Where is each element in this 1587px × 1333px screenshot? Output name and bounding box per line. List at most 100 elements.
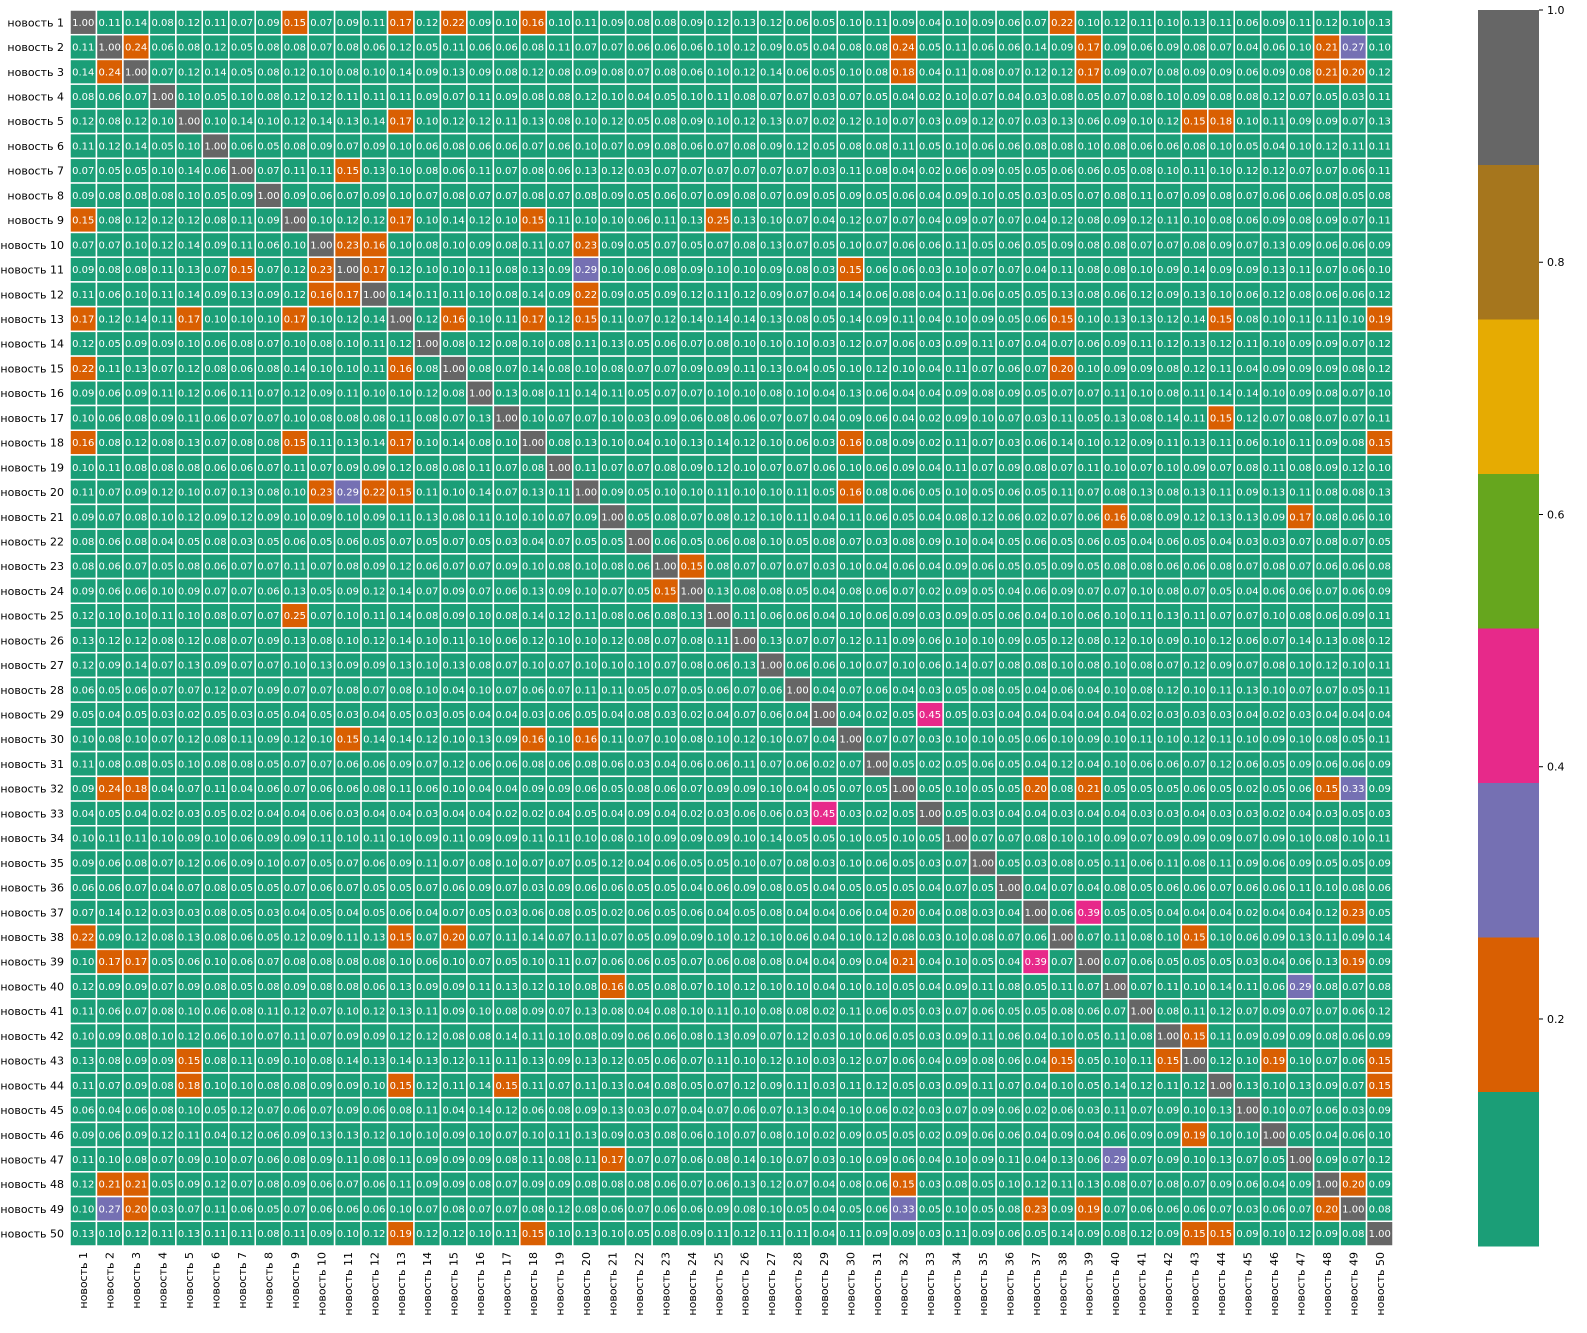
cell-value-label: 0.06 bbox=[99, 537, 121, 548]
cell-value-label: 0.15 bbox=[337, 166, 359, 177]
cell-value-label: 0.12 bbox=[416, 735, 438, 746]
cell-value-label: 0.07 bbox=[575, 957, 597, 968]
cell-value-label: 0.09 bbox=[654, 413, 676, 424]
cell-value-label: 0.13 bbox=[1183, 18, 1205, 29]
cell-value-label: 0.10 bbox=[1078, 141, 1100, 152]
cell-value-label: 0.12 bbox=[284, 933, 306, 944]
cell-value-label: 0.11 bbox=[998, 1155, 1020, 1166]
cell-value-label: 0.06 bbox=[998, 1130, 1020, 1141]
cell-value-label: 0.05 bbox=[151, 562, 173, 573]
cell-value-label: 0.05 bbox=[628, 488, 650, 499]
cell-value-label: 0.08 bbox=[1157, 364, 1179, 375]
cell-value-label: 0.07 bbox=[1078, 488, 1100, 499]
cell-value-label: 0.10 bbox=[125, 240, 147, 251]
cell-value-label: 0.08 bbox=[204, 883, 226, 894]
cell-value-label: 0.12 bbox=[178, 389, 200, 400]
cell-value-label: 0.10 bbox=[231, 92, 253, 103]
cell-value-label: 0.06 bbox=[72, 1106, 94, 1117]
cell-value-label: 0.06 bbox=[284, 537, 306, 548]
cell-value-label: 0.05 bbox=[99, 685, 121, 696]
cell-value-label: 0.03 bbox=[707, 809, 729, 820]
cell-value-label: 0.12 bbox=[681, 290, 703, 301]
cell-value-label: 0.09 bbox=[654, 290, 676, 301]
cell-value-label: 0.04 bbox=[601, 710, 623, 721]
cell-value-label: 0.04 bbox=[1263, 141, 1285, 152]
cell-value-label: 0.13 bbox=[1210, 1155, 1232, 1166]
cell-value-label: 0.04 bbox=[1157, 908, 1179, 919]
cell-value-label: 0.12 bbox=[601, 166, 623, 177]
cell-value-label: 0.06 bbox=[231, 364, 253, 375]
cell-value-label: 0.08 bbox=[1289, 290, 1311, 301]
cell-value-label: 0.05 bbox=[628, 1056, 650, 1067]
cell-value-label: 0.07 bbox=[998, 339, 1020, 350]
cell-value-label: 1.00 bbox=[1263, 1130, 1285, 1141]
cell-value-label: 0.03 bbox=[813, 1155, 835, 1166]
cell-value-label: 0.06 bbox=[892, 339, 914, 350]
cell-value-label: 0.10 bbox=[204, 315, 226, 326]
cell-value-label: 0.08 bbox=[204, 1056, 226, 1067]
cell-value-label: 0.12 bbox=[734, 290, 756, 301]
cell-value-label: 0.08 bbox=[787, 858, 809, 869]
cell-value-label: 0.10 bbox=[416, 216, 438, 227]
cell-value-label: 0.03 bbox=[866, 537, 888, 548]
cell-value-label: 0.09 bbox=[151, 413, 173, 424]
cell-value-label: 0.06 bbox=[204, 463, 226, 474]
cell-value-label: 0.12 bbox=[231, 1106, 253, 1117]
cell-value-label: 0.02 bbox=[1263, 710, 1285, 721]
cell-value-label: 0.03 bbox=[522, 883, 544, 894]
cell-value-label: 0.08 bbox=[1157, 488, 1179, 499]
cell-value-label: 0.03 bbox=[1157, 809, 1179, 820]
cell-value-label: 0.09 bbox=[1157, 290, 1179, 301]
cell-value-label: 0.09 bbox=[1157, 43, 1179, 54]
cell-value-label: 0.10 bbox=[945, 315, 967, 326]
cell-value-label: 0.05 bbox=[1342, 735, 1364, 746]
cell-value-label: 0.04 bbox=[522, 537, 544, 548]
cell-value-label: 0.08 bbox=[760, 1007, 782, 1018]
cell-value-label: 0.08 bbox=[1210, 562, 1232, 573]
cell-value-label: 0.06 bbox=[654, 1180, 676, 1191]
cell-value-label: 0.12 bbox=[178, 364, 200, 375]
cell-value-label: 0.09 bbox=[1236, 1229, 1258, 1240]
cell-value-label: 0.09 bbox=[1183, 463, 1205, 474]
cell-value-label: 0.06 bbox=[204, 858, 226, 869]
cell-value-label: 0.05 bbox=[257, 1204, 279, 1215]
cell-value-label: 0.06 bbox=[548, 166, 570, 177]
cell-value-label: 0.09 bbox=[1157, 636, 1179, 647]
cell-value-label: 0.07 bbox=[681, 512, 703, 523]
cell-value-label: 0.13 bbox=[1183, 290, 1205, 301]
cell-value-label: 0.04 bbox=[813, 1180, 835, 1191]
cell-value-label: 0.07 bbox=[1316, 586, 1338, 597]
cell-value-label: 0.10 bbox=[363, 67, 385, 78]
cell-value-label: 0.22 bbox=[575, 290, 597, 301]
cell-value-label: 0.06 bbox=[972, 1130, 994, 1141]
cell-value-label: 1.00 bbox=[469, 389, 491, 400]
cell-value-label: 0.45 bbox=[813, 809, 835, 820]
cell-value-label: 0.07 bbox=[337, 1180, 359, 1191]
cell-value-label: 0.22 bbox=[72, 364, 94, 375]
cell-value-label: 0.13 bbox=[1051, 290, 1073, 301]
cell-value-label: 0.08 bbox=[257, 438, 279, 449]
cell-value-label: 0.16 bbox=[522, 735, 544, 746]
cell-value-label: 0.09 bbox=[1078, 735, 1100, 746]
cell-value-label: 0.11 bbox=[1210, 1031, 1232, 1042]
cell-value-label: 0.09 bbox=[681, 265, 703, 276]
cell-value-label: 0.10 bbox=[125, 611, 147, 622]
cell-value-label: 1.00 bbox=[734, 636, 756, 647]
cell-value-label: 0.07 bbox=[681, 191, 703, 202]
cell-value-label: 0.11 bbox=[1369, 166, 1391, 177]
cell-value-label: 0.08 bbox=[1078, 290, 1100, 301]
cell-value-label: 0.08 bbox=[601, 611, 623, 622]
cell-value-label: 0.08 bbox=[416, 413, 438, 424]
cell-value-label: 0.12 bbox=[1210, 636, 1232, 647]
cell-value-label: 0.05 bbox=[945, 759, 967, 770]
cell-value-label: 0.03 bbox=[813, 339, 835, 350]
cell-value-label: 0.05 bbox=[1157, 957, 1179, 968]
cell-value-label: 0.21 bbox=[99, 1180, 121, 1191]
cell-value-label: 0.07 bbox=[1104, 92, 1126, 103]
cell-value-label: 0.11 bbox=[390, 413, 412, 424]
cell-value-label: 0.03 bbox=[1130, 809, 1152, 820]
heatmap-cell bbox=[280, 33, 309, 61]
cell-value-label: 0.08 bbox=[363, 784, 385, 795]
cell-value-label: 0.10 bbox=[337, 636, 359, 647]
cell-value-label: 0.12 bbox=[1183, 364, 1205, 375]
